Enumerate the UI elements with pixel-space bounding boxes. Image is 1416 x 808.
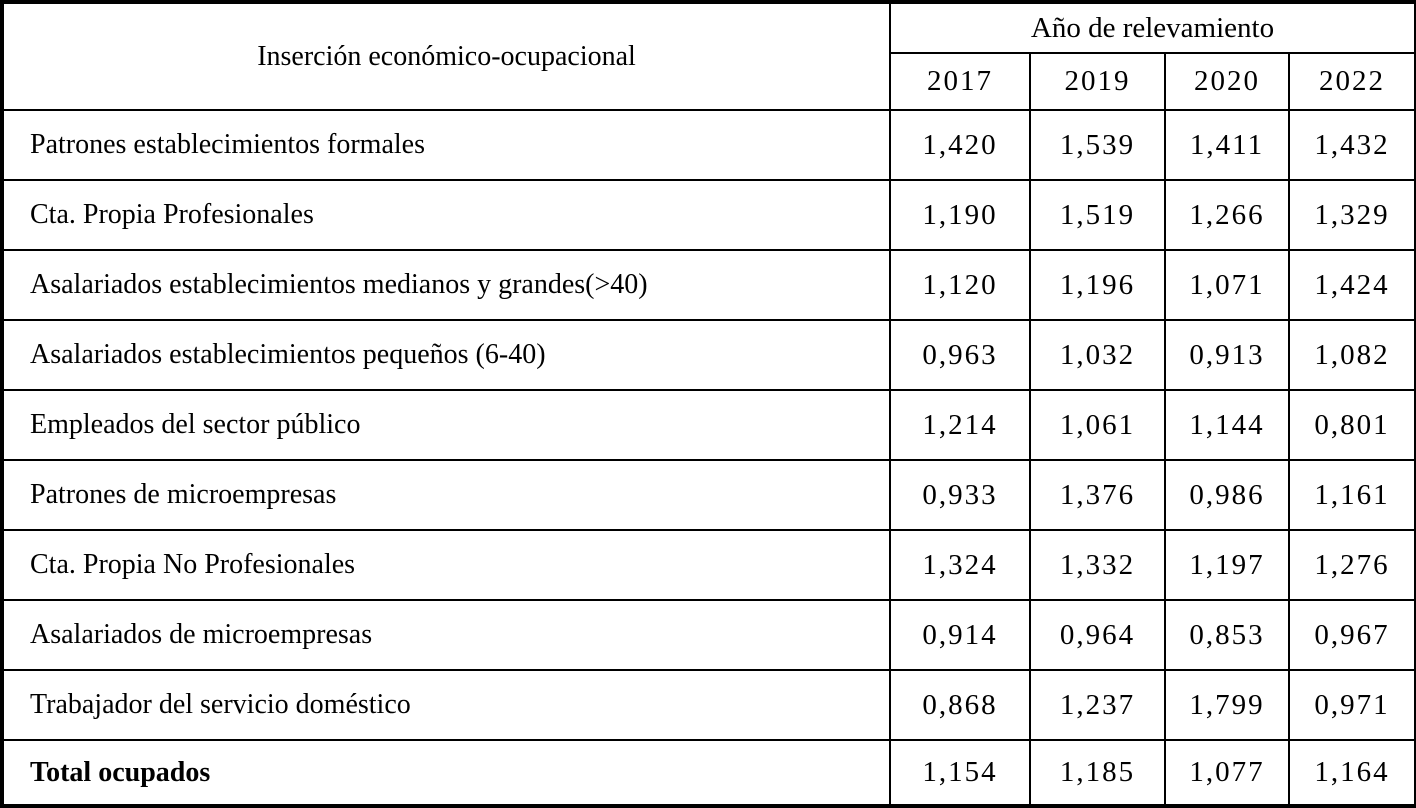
- value-cell: 1,432: [1288, 109, 1416, 181]
- value-cell: 1,276: [1288, 529, 1416, 601]
- table-row: Cta. Propia No Profesionales 1,324 1,332…: [1, 529, 1416, 601]
- value-cell: 1,266: [1164, 179, 1290, 251]
- value-cell: 1,324: [889, 529, 1031, 601]
- table-row: Asalariados establecimientos pequeños (6…: [1, 319, 1416, 391]
- row-label: Cta. Propia No Profesionales: [1, 529, 891, 601]
- value-cell: 0,914: [889, 599, 1031, 671]
- value-cell: 0,967: [1288, 599, 1416, 671]
- table-row: Patrones de microempresas 0,933 1,376 0,…: [1, 459, 1416, 531]
- value-cell: 1,420: [889, 109, 1031, 181]
- value-cell: 0,986: [1164, 459, 1290, 531]
- header-row-group: Inserción económico-ocupacional Año de r…: [1, 1, 1416, 111]
- value-cell: 1,196: [1029, 249, 1166, 321]
- value-cell: 1,197: [1164, 529, 1290, 601]
- row-label: Empleados del sector público: [1, 389, 891, 461]
- year-header-2022: 2022: [1288, 52, 1416, 111]
- header-row-years: 2017 2019 2020 2022: [2, 52, 1416, 111]
- value-cell: 1,237: [1029, 669, 1166, 741]
- value-cell: 0,913: [1164, 319, 1290, 391]
- table-row: Asalariados de microempresas 0,914 0,964…: [1, 599, 1416, 671]
- year-header-2019: 2019: [1029, 52, 1166, 111]
- row-label: Asalariados establecimientos medianos y …: [1, 249, 891, 321]
- value-cell: 1,077: [1164, 739, 1290, 807]
- value-cell: 0,971: [1288, 669, 1416, 741]
- year-header-2020: 2020: [1164, 52, 1290, 111]
- value-cell: 1,214: [889, 389, 1031, 461]
- table-row: Empleados del sector público 1,214 1,061…: [1, 389, 1416, 461]
- value-cell: 1,164: [1288, 739, 1416, 807]
- value-cell: 1,154: [889, 739, 1031, 807]
- value-cell: 1,185: [1029, 739, 1166, 807]
- value-cell: 1,082: [1288, 319, 1416, 391]
- value-cell: 0,964: [1029, 599, 1166, 671]
- row-label-total: Total ocupados: [1, 739, 891, 807]
- table-row-total: Total ocupados 1,154 1,185 1,077 1,164: [1, 739, 1416, 807]
- row-label: Asalariados de microempresas: [1, 599, 891, 671]
- row-label: Patrones establecimientos formales: [1, 109, 891, 181]
- value-cell: 1,120: [889, 249, 1031, 321]
- column-header-insercion: Inserción económico-ocupacional: [1, 1, 891, 111]
- value-cell: 1,799: [1164, 669, 1290, 741]
- row-label: Trabajador del servicio doméstico: [1, 669, 891, 741]
- row-label: Patrones de microempresas: [1, 459, 891, 531]
- value-cell: 1,071: [1164, 249, 1290, 321]
- value-cell: 0,963: [889, 319, 1031, 391]
- value-cell: 0,801: [1288, 389, 1416, 461]
- table-row: Patrones establecimientos formales 1,420…: [1, 109, 1416, 181]
- value-cell: 1,519: [1029, 179, 1166, 251]
- value-cell: 1,190: [889, 179, 1031, 251]
- column-group-header-anio: Año de relevamiento: [889, 1, 1416, 54]
- table-row: Cta. Propia Profesionales 1,190 1,519 1,…: [1, 179, 1416, 251]
- value-cell: 1,329: [1288, 179, 1416, 251]
- value-cell: 1,061: [1029, 389, 1166, 461]
- value-cell: 1,144: [1164, 389, 1290, 461]
- value-cell: 1,032: [1029, 319, 1166, 391]
- value-cell: 0,933: [889, 459, 1031, 531]
- year-header-2017: 2017: [889, 52, 1031, 111]
- row-label: Cta. Propia Profesionales: [1, 179, 891, 251]
- value-cell: 0,853: [1164, 599, 1290, 671]
- value-cell: 1,424: [1288, 249, 1416, 321]
- value-cell: 1,376: [1029, 459, 1166, 531]
- value-cell: 1,411: [1164, 109, 1290, 181]
- value-cell: 1,161: [1288, 459, 1416, 531]
- row-label: Asalariados establecimientos pequeños (6…: [1, 319, 891, 391]
- table-row: Trabajador del servicio doméstico 0,868 …: [1, 669, 1416, 741]
- value-cell: 0,868: [889, 669, 1031, 741]
- value-cell: 1,332: [1029, 529, 1166, 601]
- value-cell: 1,539: [1029, 109, 1166, 181]
- table-row: Asalariados establecimientos medianos y …: [1, 249, 1416, 321]
